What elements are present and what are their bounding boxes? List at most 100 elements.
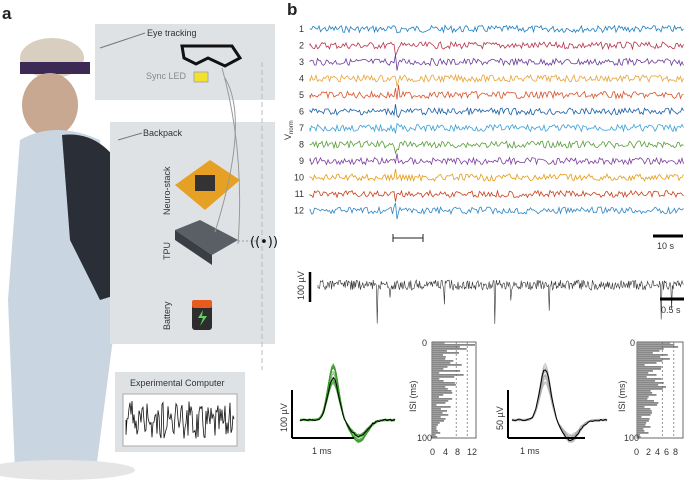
isi1-x-tick: 4 [443, 447, 448, 457]
waveform-trace [299, 365, 396, 443]
wave1-y-label: 100 µV [279, 403, 289, 432]
waveform-trace [511, 368, 608, 442]
eye-tracking-box [95, 24, 275, 100]
isi-bar [637, 400, 654, 402]
isi-bar [432, 370, 461, 372]
channel-trace [309, 202, 684, 220]
isi-bar [432, 416, 441, 418]
battery-icon [192, 300, 212, 330]
panel-a-letter: a [2, 4, 12, 23]
isi-bar [637, 388, 663, 390]
tpu-board-icon [175, 220, 238, 265]
isi-bar [432, 380, 444, 382]
isi-bar [432, 360, 454, 362]
isi-bar [637, 378, 662, 380]
isi-bar [637, 380, 656, 382]
waveform-trace [511, 369, 608, 441]
waveform-trace [299, 365, 396, 441]
waveform-trace [511, 370, 607, 441]
waveform-trace [299, 366, 395, 442]
waveform-trace [511, 373, 608, 440]
waveform-trace [299, 365, 396, 442]
waveform-trace [299, 367, 396, 441]
wave2-y-label: 50 µV [495, 406, 505, 430]
channel-trace [309, 84, 684, 100]
waveform-trace [511, 374, 608, 440]
eye-tracker-glasses-icon [180, 44, 243, 68]
computer-signal-trace [125, 400, 235, 439]
channel-trace [309, 123, 684, 134]
isi2-x-tick: 0 [634, 447, 639, 457]
waveform-trace [511, 379, 608, 438]
channel-label: 3 [299, 57, 304, 67]
isi-bar [637, 386, 666, 388]
backpack-label: Backpack [143, 128, 183, 138]
waveform-trace [299, 377, 396, 438]
waveform-trace [299, 365, 396, 443]
waveform-trace [511, 377, 608, 438]
raw-y-scale-label: 100 µV [296, 271, 306, 300]
isi-bar [637, 394, 657, 396]
waveform-trace [511, 369, 608, 442]
isi-bar [432, 406, 451, 408]
isi-bar [637, 350, 660, 352]
waveform-trace [511, 377, 608, 438]
waveform-trace [299, 362, 396, 444]
isi-bar [432, 356, 446, 358]
waveform-trace [299, 371, 396, 440]
isi-bar [432, 412, 443, 414]
waveform-trace [511, 375, 608, 439]
isi-bar [432, 364, 462, 366]
isi2-y-tick-100: 100 [624, 433, 639, 443]
channel-label: 11 [295, 189, 304, 199]
isi-bar [637, 404, 658, 406]
isi-bar [637, 376, 647, 378]
isi-bar [432, 418, 446, 420]
isi-bar [637, 348, 664, 350]
isi-bar [432, 342, 445, 344]
tpu-label: TPU [162, 242, 172, 260]
isi-bar [637, 352, 653, 354]
waveform-trace [511, 369, 608, 442]
wave2-x-label: 1 ms [520, 446, 540, 456]
isi-bar [637, 420, 649, 422]
isi-bar [432, 344, 475, 346]
isi1-x-tick: 8 [455, 447, 460, 457]
isi-bar [432, 386, 446, 388]
isi-bar [432, 352, 459, 354]
isi-bar [637, 422, 647, 424]
isi-bar [637, 430, 645, 432]
waveform-trace [512, 374, 608, 439]
isi-bar [432, 400, 449, 402]
isi-bar [637, 432, 649, 434]
isi1-x-tick: 12 [467, 447, 477, 457]
isi-bar [432, 424, 438, 426]
isi-bar [432, 420, 444, 422]
waveform-trace [511, 365, 608, 443]
isi-bar [432, 350, 447, 352]
isi2-y-label: ISI (ms) [617, 381, 627, 413]
isi-bar [432, 354, 443, 356]
isi-bar [432, 404, 437, 406]
isi-bar [637, 384, 659, 386]
isi-bar [432, 432, 441, 434]
channel-label: 4 [299, 74, 304, 84]
wave1-x-label: 1 ms [312, 446, 332, 456]
isi-bar [432, 428, 437, 430]
wireless-icon: ((•)) [250, 235, 278, 250]
waveform-trace [299, 378, 396, 438]
isi-bar [432, 366, 448, 368]
isi-bar [432, 376, 455, 378]
channel-label: 5 [299, 90, 304, 100]
waveform-trace [299, 363, 396, 442]
isi-bar [637, 362, 657, 364]
svg-text:((•)): ((•)) [250, 235, 278, 250]
waveform-trace [511, 362, 608, 444]
waveform-trace [511, 362, 608, 444]
isi-bar [637, 428, 644, 430]
waveform-trace [299, 372, 396, 440]
isi2-x-tick: 8 [673, 447, 678, 457]
isi-bar [432, 390, 452, 392]
y-axis-label: Vnorm [283, 120, 295, 140]
isi-bar [637, 426, 651, 428]
